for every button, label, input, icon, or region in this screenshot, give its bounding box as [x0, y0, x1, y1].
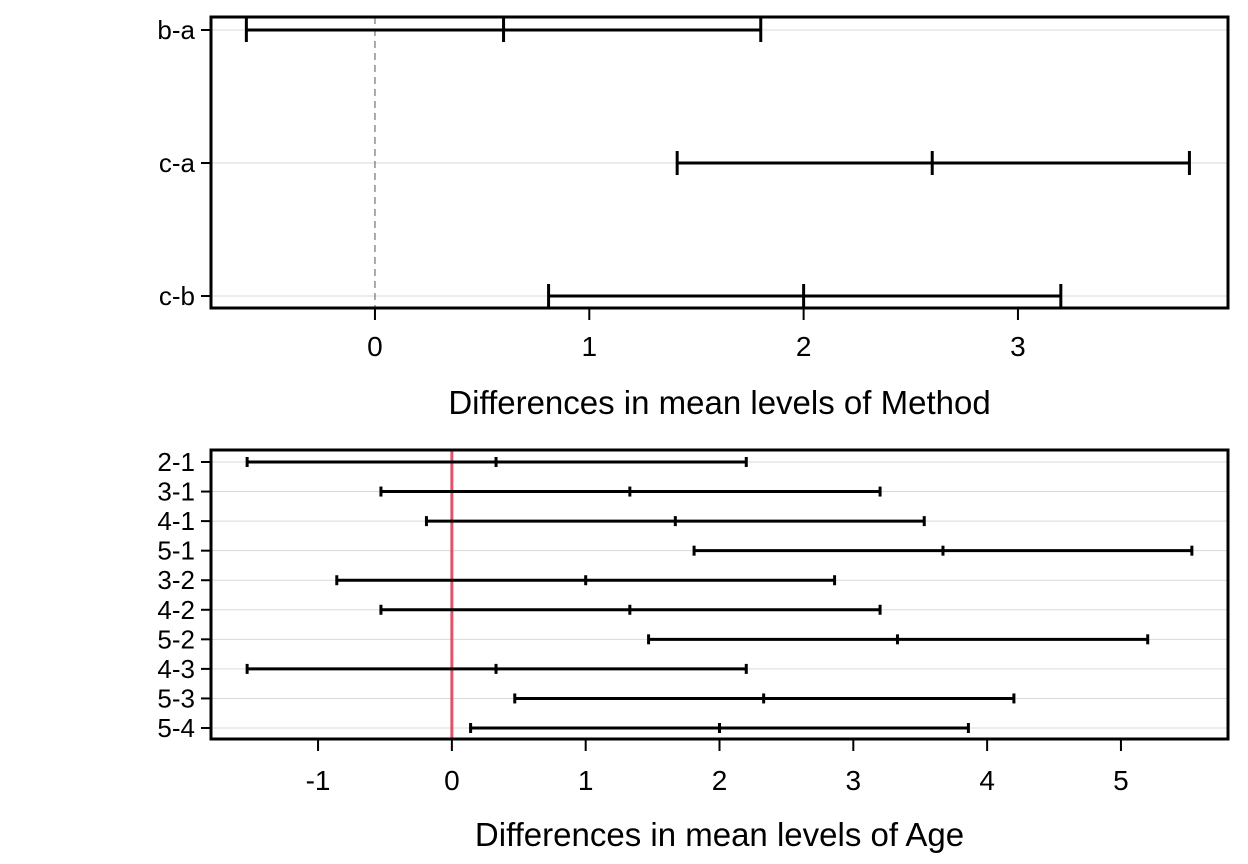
y-tick-label: 4-3 [157, 654, 195, 684]
x-axis-label: Differences in mean levels of Age [475, 816, 964, 853]
interval-5-2 [647, 634, 1150, 645]
y-tick-label: c-b [159, 281, 195, 311]
method-comparison-chart: b-a c-a c-b 0 1 2 3 Differences in mean levels … [157, 15, 1230, 421]
interval-5-4 [469, 723, 970, 733]
x-tick-label: 0 [444, 765, 460, 796]
x-tick-label: 2 [712, 765, 728, 796]
interval-c-b [547, 284, 1063, 308]
interval-5-1 [692, 545, 1194, 556]
x-tick-label: 3 [1010, 331, 1026, 362]
y-tick-label: 4-2 [157, 595, 195, 625]
interval-3-1 [379, 486, 882, 497]
interval-4-1 [424, 516, 926, 527]
interval-2-1 [245, 457, 748, 467]
x-tick-label: 1 [578, 765, 594, 796]
y-tick-label: 5-2 [157, 624, 195, 654]
x-axis-label: Differences in mean levels of Method [448, 384, 990, 421]
y-tick-label: b-a [157, 15, 195, 45]
x-tick-label: 2 [796, 331, 812, 362]
interval-4-3 [245, 663, 748, 674]
y-tick-label: 4-1 [157, 506, 195, 536]
x-tick-label: 4 [979, 765, 995, 796]
y-tick-label: 3-1 [157, 477, 195, 507]
interval-b-a [244, 18, 763, 42]
y-tick-label: 3-2 [157, 565, 195, 595]
x-tick-label: 1 [582, 331, 598, 362]
x-tick-label: 3 [846, 765, 862, 796]
x-tick-label: 0 [367, 331, 383, 362]
y-tick-label: c-a [159, 148, 196, 178]
y-tick-label: 5-1 [157, 536, 195, 566]
plot-frame [209, 448, 1230, 741]
x-tick-label: -1 [306, 765, 331, 796]
y-tick-label: 5-4 [157, 713, 195, 743]
interval-4-2 [379, 604, 882, 615]
interval-c-a [675, 151, 1191, 175]
interval-3-2 [335, 575, 837, 586]
y-tick-label: 2-1 [157, 447, 195, 477]
x-tick-label: 5 [1113, 765, 1129, 796]
interval-5-3 [513, 693, 1016, 704]
age-comparison-chart: 2-13-14-15-13-24-25-24-35-35-4 -1 0 1 2 3 4 5 Di… [157, 447, 1230, 853]
y-tick-label: 5-3 [157, 683, 195, 713]
